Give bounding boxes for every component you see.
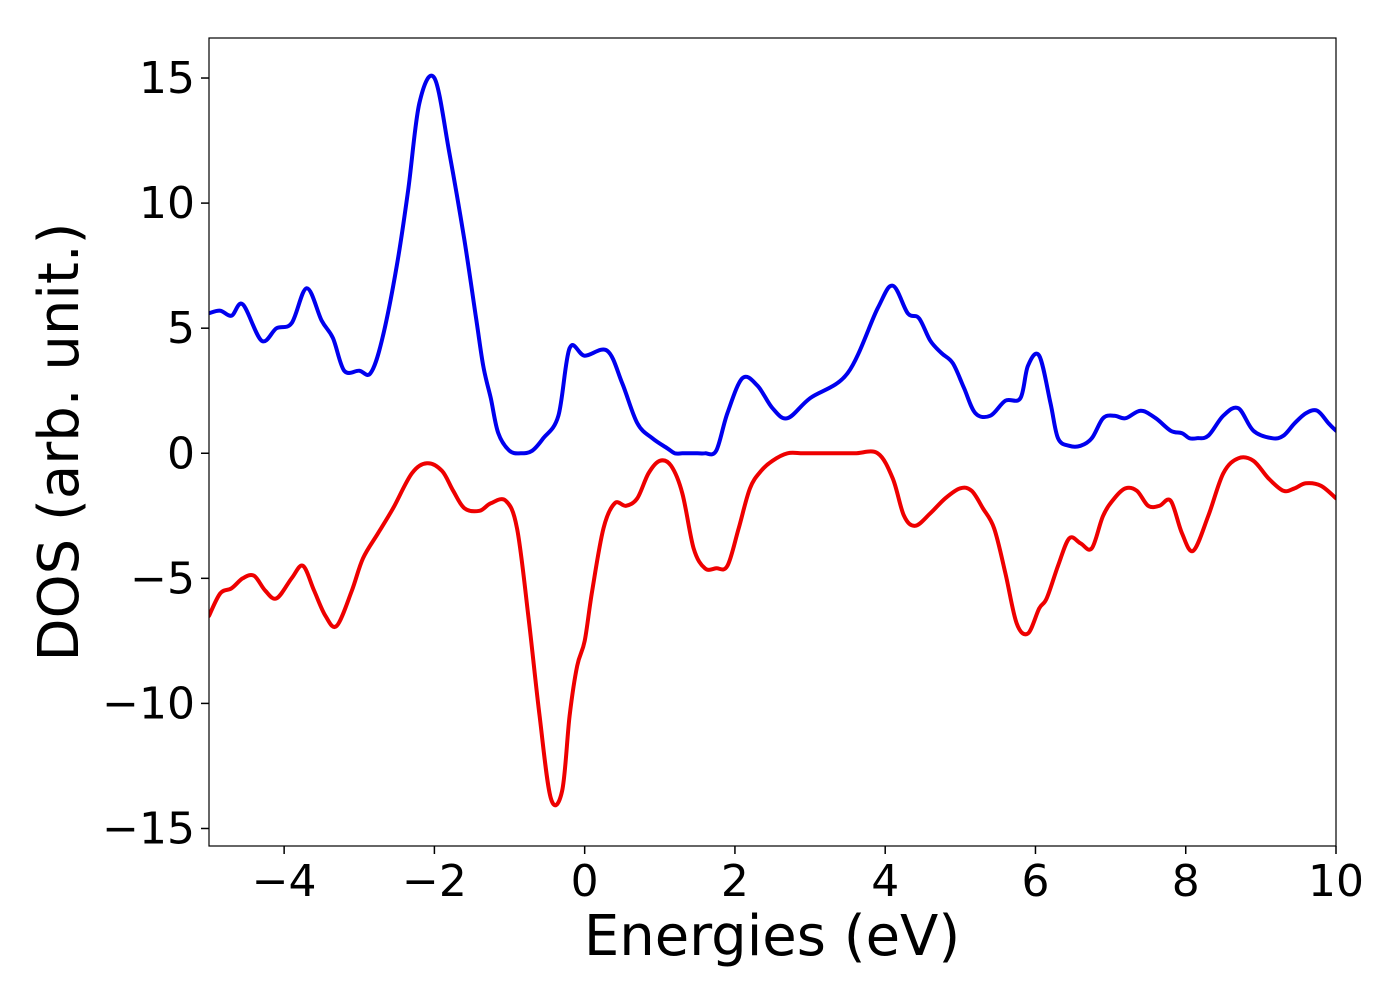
y-tick-label: 15 [139,53,195,104]
x-tick-label: 10 [1308,856,1364,907]
y-tick-label: 5 [167,303,195,354]
plot-frame [208,37,1337,847]
x-tick-label: −2 [402,856,467,907]
y-axis-ticks: −15 −10 −5 0 5 10 15 [102,53,209,854]
y-tick-label: −10 [102,678,195,729]
plot-area [209,73,1336,808]
x-axis-label: Energies (eV) [584,904,960,969]
y-tick-label: −15 [102,803,195,854]
x-axis-ticks: −4 −2 0 2 4 6 8 10 [252,846,1364,907]
series-line-up [209,73,1336,457]
x-tick-label: 2 [721,856,749,907]
y-tick-label: 10 [139,178,195,229]
series-line-down [209,449,1336,808]
y-axis-label: DOS (arb. unit.) [27,222,92,661]
y-tick-label: 0 [167,428,195,479]
x-tick-label: 6 [1021,856,1049,907]
x-tick-label: 0 [571,856,599,907]
y-tick-label: −5 [130,553,195,604]
x-tick-label: −4 [252,856,317,907]
x-tick-label: 8 [1172,856,1200,907]
x-tick-label: 4 [871,856,899,907]
